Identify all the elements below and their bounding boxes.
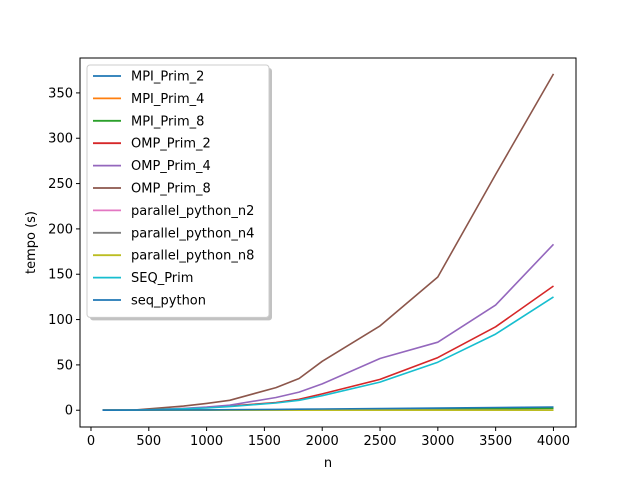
x-axis: 0 500 1000 1500 2000 2500 3000 3500 4000 [87,427,570,449]
legend-entry-omp-prim-4: OMP_Prim_4 [131,159,211,174]
y-tick-label: 200 [48,222,73,237]
x-tick-label: 2000 [306,434,339,449]
legend-entry-mpi-prim-2: MPI_Prim_2 [131,70,204,85]
legend-entry-parallel-python-n8: parallel_python_n8 [131,249,254,264]
y-tick-label: 50 [56,358,73,373]
series-line-seq-prim [102,296,554,411]
x-tick-label: 4000 [537,434,570,449]
series-line-omp-prim-8 [102,73,555,411]
legend-entry-mpi-prim-4: MPI_Prim_4 [131,92,204,107]
y-axis-label: tempo (s) [24,211,39,274]
y-tick-label: 300 [48,132,73,147]
x-tick-label: 3500 [479,434,512,449]
legend-entry-mpi-prim-8: MPI_Prim_8 [131,114,204,129]
x-tick-label: 2500 [363,434,396,449]
x-tick-label: 3000 [421,434,454,449]
legend-entry-omp-prim-2: OMP_Prim_2 [131,137,211,152]
legend-entry-parallel-python-n2: parallel_python_n2 [131,204,254,219]
legend-entry-omp-prim-8: OMP_Prim_8 [131,182,211,197]
plot-frame [79,57,577,428]
y-tick-label: 100 [48,313,73,328]
x-tick-label: 0 [87,434,95,449]
legend-entry-parallel-python-n4: parallel_python_n4 [131,226,254,241]
plot-lines [102,73,555,412]
legend-entry-seq-python: seq_python [131,294,206,309]
y-tick-label: 250 [48,177,73,192]
y-tick-label: 150 [48,268,73,283]
x-tick-label: 1000 [190,434,223,449]
y-tick-label: 350 [48,86,73,101]
series-line-seq-python [102,406,554,412]
x-tick-label: 500 [136,434,161,449]
y-axis: 0 50 100 150 200 250 300 350 [48,86,80,419]
legend: MPI_Prim_2 MPI_Prim_4 MPI_Prim_8 OMP_Prim_2… [86,64,272,321]
y-tick-label: 0 [65,404,73,419]
legend-box [86,64,270,318]
x-axis-label: n [324,456,332,471]
legend-entry-seq-prim: SEQ_Prim [131,271,193,286]
x-tick-label: 1500 [248,434,281,449]
